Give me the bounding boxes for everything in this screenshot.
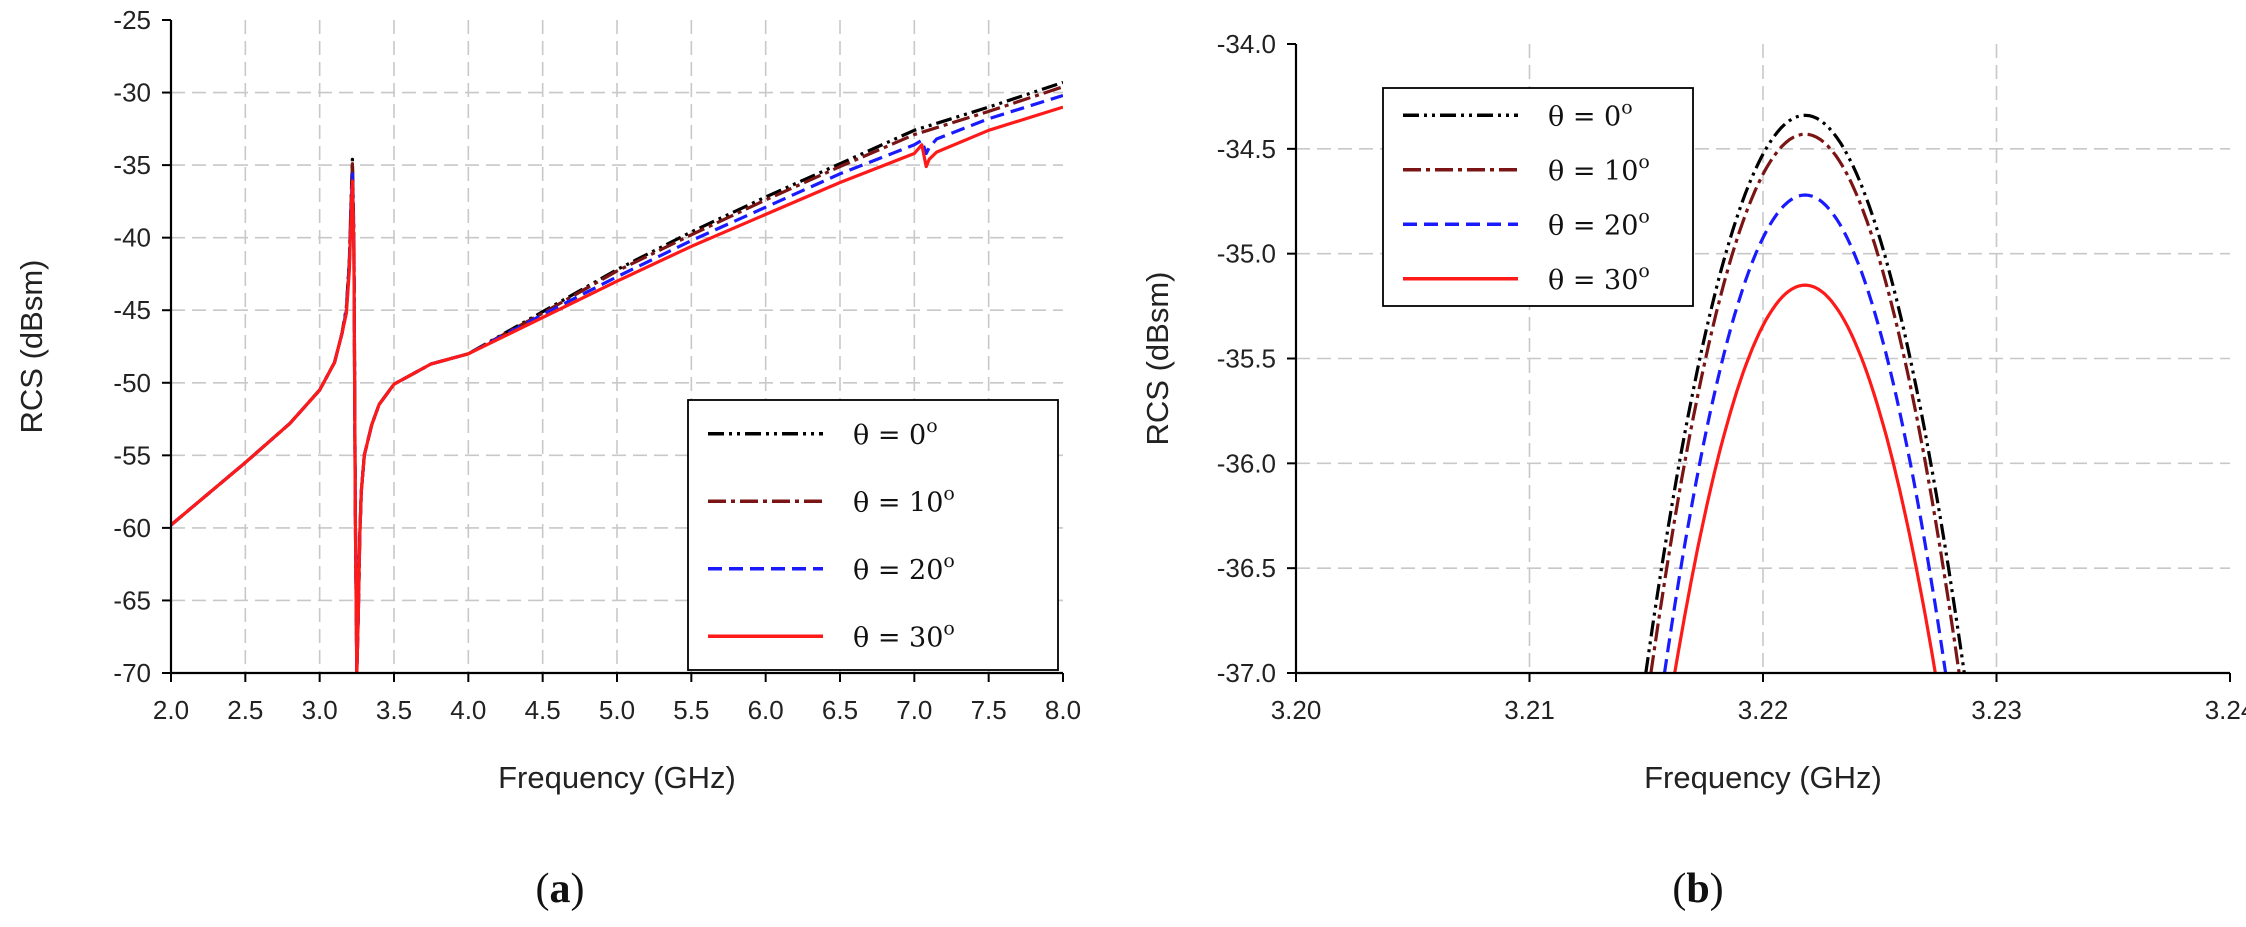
x-tick-label: 5.5	[673, 695, 709, 725]
panel-letter: b	[1686, 866, 1709, 912]
legend-degree-sup: o	[1638, 260, 1649, 282]
legend-label-3: θ = 30o	[1548, 260, 1650, 296]
legend-label-0: θ = 0o	[853, 415, 938, 451]
legend: θ = 0o θ = 10o θ = 20o θ = 30o	[687, 399, 1059, 671]
legend-box	[1382, 87, 1694, 307]
legend-degree-sup: o	[926, 415, 937, 437]
x-tick-label: 3.23	[1971, 695, 2022, 725]
series-line-2	[1662, 193, 1948, 673]
y-axis-title: RCS (dBsm)	[1140, 272, 1175, 446]
panel-label: (a)	[536, 866, 585, 912]
legend-label-0: θ = 0o	[1548, 96, 1633, 132]
series-line-0	[1644, 113, 1966, 673]
y-tick-label: -35	[113, 150, 151, 180]
series-line-3	[1673, 283, 1937, 673]
y-tick-label: -55	[113, 440, 151, 470]
y-tick-label: -60	[113, 513, 151, 543]
legend-degree-sup: o	[1621, 96, 1632, 118]
y-tick-label: -34.0	[1217, 29, 1276, 59]
x-tick-label: 3.5	[376, 695, 412, 725]
panel-label: (b)	[1672, 866, 1723, 912]
panel-letter: a	[550, 866, 571, 912]
legend-degree-sup: o	[943, 617, 954, 639]
series-line-1	[1649, 132, 1961, 673]
y-tick-label: -36.5	[1217, 553, 1276, 583]
legend-label-1: θ = 10o	[853, 482, 955, 518]
y-tick-label: -70	[113, 658, 151, 688]
panel-b: 3.20 3.21 3.22 3.23 3.24 -34.0 -34.5 -35.0 -35.5…	[1140, 29, 2246, 912]
x-tick-label: 4.5	[525, 695, 561, 725]
x-tick-label: 8.0	[1045, 695, 1081, 725]
y-tick-label: -30	[113, 78, 151, 108]
y-tick-label: -25	[113, 5, 151, 35]
legend-box	[687, 399, 1059, 671]
y-tick-label: -36.0	[1217, 448, 1276, 478]
y-tick-label: -35.0	[1217, 239, 1276, 269]
x-tick-label: 5.0	[599, 695, 635, 725]
x-tick-label: 7.5	[971, 695, 1007, 725]
legend-label-2: θ = 20o	[853, 550, 955, 586]
x-tick-label: 7.0	[896, 695, 932, 725]
series-line-3	[171, 105, 1063, 673]
series-group	[1644, 113, 1966, 673]
x-tick-label: 6.5	[822, 695, 858, 725]
x-tick-label: 3.22	[1738, 695, 1789, 725]
y-tick-label: -65	[113, 585, 151, 615]
x-axis-title: Frequency (GHz)	[1644, 760, 1882, 795]
x-tick-label: 3.0	[302, 695, 338, 725]
x-axis-title: Frequency (GHz)	[498, 760, 736, 795]
x-tick-label: 2.0	[153, 695, 189, 725]
legend-label-3: θ = 30o	[853, 617, 955, 653]
legend-degree-sup: o	[1638, 151, 1649, 173]
legend-label-1: θ = 10o	[1548, 151, 1650, 187]
x-tick-label: 6.0	[748, 695, 784, 725]
series-group	[171, 80, 1063, 673]
panel-a: 2.0 2.5 3.0 3.5 4.0 4.5 5.0 5.5 6.0 6.5 7.0 7.5 8.0 -…	[14, 5, 1081, 912]
legend-label-2: θ = 20o	[1548, 205, 1650, 241]
y-tick-label: -50	[113, 368, 151, 398]
y-tick-label: -34.5	[1217, 134, 1276, 164]
y-tick-label: -45	[113, 295, 151, 325]
legend-degree-sup: o	[1638, 205, 1649, 227]
legend-degree-sup: o	[943, 550, 954, 572]
y-tick-label: -35.5	[1217, 344, 1276, 374]
legend-degree-sup: o	[943, 482, 954, 504]
y-axis-title: RCS (dBsm)	[14, 260, 49, 434]
x-tick-label: 3.24	[2205, 695, 2246, 725]
legend: θ = 0o θ = 10o θ = 20o θ = 30o	[1382, 87, 1694, 307]
y-tick-label: -40	[113, 223, 151, 253]
y-tick-label: -37.0	[1217, 658, 1276, 688]
x-tick-label: 3.21	[1504, 695, 1555, 725]
x-tick-label: 2.5	[227, 695, 263, 725]
x-tick-label: 3.20	[1271, 695, 1322, 725]
x-tick-label: 4.0	[450, 695, 486, 725]
